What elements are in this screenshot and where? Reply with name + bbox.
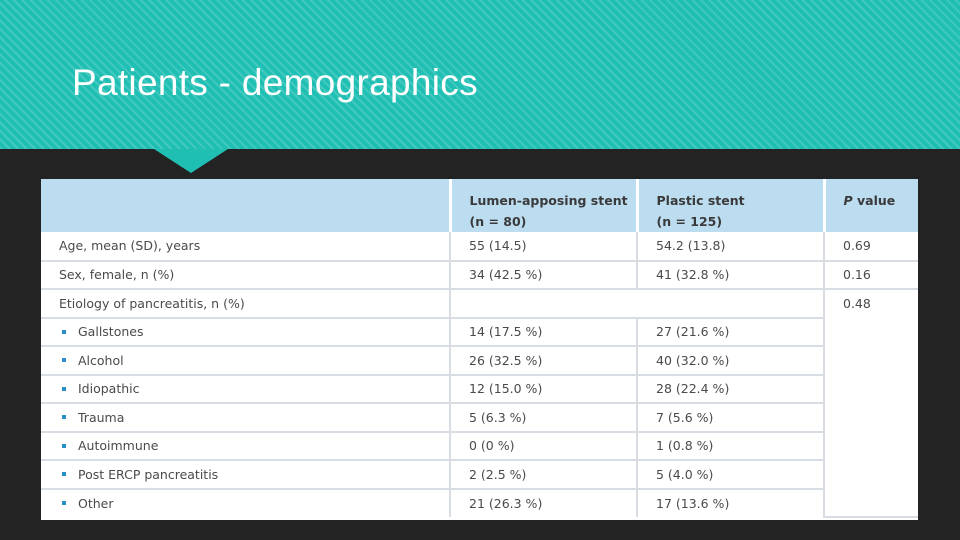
lams-value: 12 (15.0 %) — [449, 374, 637, 404]
row-label: Post ERCP pancreatitis — [78, 466, 219, 482]
table-row: Post ERCP pancreatitis 2 (2.5 %) 5 (4.0 … — [41, 460, 918, 490]
row-label: Idiopathic — [78, 381, 140, 397]
lams-value: 5 (6.3 %) — [449, 403, 637, 433]
title-banner — [0, 0, 960, 149]
table-row: Gallstones 14 (17.5 %) 27 (21.6 %) — [41, 317, 918, 347]
row-label-cell: Gallstones — [41, 317, 450, 347]
bullet-icon — [62, 329, 66, 334]
row-label: Etiology of pancreatitis, n (%) — [41, 289, 450, 319]
table-row: Trauma 5 (6.3 %) 7 (5.6 %) — [41, 403, 918, 433]
demographics-table-panel: Lumen-apposing stent (n = 80) Plastic st… — [41, 179, 918, 520]
group-spacer — [449, 289, 824, 319]
table-row: Age, mean (SD), years 55 (14.5) 54.2 (13… — [41, 232, 918, 262]
header-plastic-stent: Plastic stent (n = 125) — [635, 179, 824, 232]
demographics-table: Lumen-apposing stent (n = 80) Plastic st… — [41, 179, 918, 518]
lams-value: 2 (2.5 %) — [449, 460, 637, 490]
lams-value: 21 (26.3 %) — [449, 488, 637, 517]
row-label-cell: Trauma — [41, 403, 450, 433]
row-label: Age, mean (SD), years — [41, 232, 450, 262]
table-header-row: Lumen-apposing stent (n = 80) Plastic st… — [41, 179, 918, 232]
row-label-cell: Autoimmune — [41, 431, 450, 461]
bullet-icon — [62, 501, 66, 506]
banner-notch — [154, 149, 228, 173]
slide-title: Patients - demographics — [72, 62, 478, 103]
row-label-cell: Idiopathic — [41, 374, 450, 404]
lams-value: 26 (32.5 %) — [449, 346, 637, 376]
row-label: Trauma — [78, 409, 125, 425]
bullet-icon — [62, 386, 66, 391]
plastic-value: 27 (21.6 %) — [636, 317, 824, 347]
header-lumen-apposing-stent: Lumen-apposing stent (n = 80) — [448, 179, 637, 232]
row-label-cell: Other — [41, 489, 450, 518]
plastic-value: 17 (13.6 %) — [636, 488, 824, 517]
plastic-value: 7 (5.6 %) — [636, 403, 824, 433]
header-lams-name: Lumen-apposing stent — [469, 193, 628, 208]
bullet-icon — [62, 415, 66, 420]
plastic-value: 40 (32.0 %) — [636, 346, 824, 376]
bullet-icon — [62, 358, 66, 363]
row-label: Alcohol — [78, 352, 124, 368]
lams-value: 0 (0 %) — [449, 431, 637, 461]
plastic-value: 1 (0.8 %) — [636, 431, 824, 461]
table-row: Alcohol 26 (32.5 %) 40 (32.0 %) — [41, 346, 918, 376]
header-p-value-label: P value — [843, 193, 896, 208]
table-row: Other 21 (26.3 %) 17 (13.6 %) — [41, 488, 918, 518]
table-row: Sex, female, n (%) 34 (42.5 %) 41 (32.8 … — [41, 260, 918, 290]
lams-value: 14 (17.5 %) — [449, 317, 637, 347]
header-plastic-name: Plastic stent — [656, 193, 745, 208]
table-row: Idiopathic 12 (15.0 %) 28 (22.4 %) — [41, 374, 918, 404]
table-row: Etiology of pancreatitis, n (%) 0.48 — [41, 289, 918, 518]
table-row: Autoimmune 0 (0 %) 1 (0.8 %) — [41, 431, 918, 461]
row-label-cell: Post ERCP pancreatitis — [41, 460, 450, 490]
p-value: 0.48 — [823, 289, 918, 518]
header-p-value: P value — [822, 179, 918, 232]
lams-value: 34 (42.5 %) — [449, 260, 637, 290]
plastic-value: 41 (32.8 %) — [636, 260, 824, 290]
header-blank — [41, 179, 450, 232]
row-label: Sex, female, n (%) — [41, 260, 450, 290]
row-label: Other — [78, 495, 114, 511]
p-value: 0.16 — [823, 260, 918, 290]
bullet-icon — [62, 472, 66, 477]
header-lams-n: (n = 80) — [469, 214, 527, 229]
row-label: Gallstones — [78, 324, 144, 340]
lams-value: 55 (14.5) — [449, 232, 637, 262]
plastic-value: 28 (22.4 %) — [636, 374, 824, 404]
bullet-icon — [62, 443, 66, 448]
header-plastic-n: (n = 125) — [656, 214, 723, 229]
row-label-cell: Alcohol — [41, 346, 450, 376]
plastic-value: 54.2 (13.8) — [636, 232, 824, 262]
plastic-value: 5 (4.0 %) — [636, 460, 824, 490]
p-value: 0.69 — [823, 232, 918, 262]
row-label: Autoimmune — [78, 438, 159, 454]
